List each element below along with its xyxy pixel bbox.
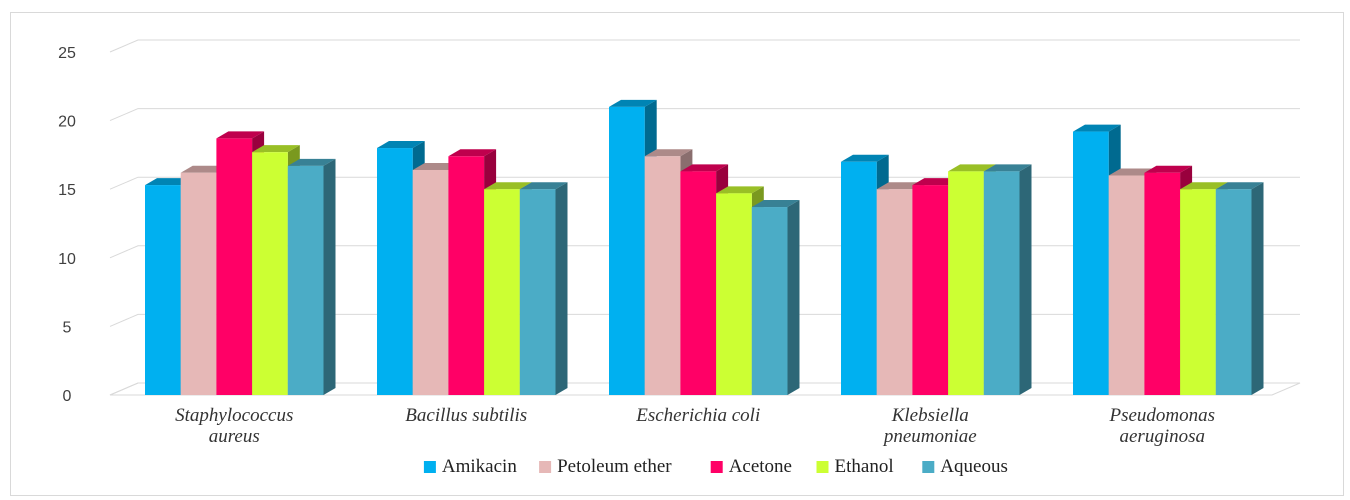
bar-top <box>983 164 1032 172</box>
bar-top <box>948 164 996 172</box>
bar-front <box>1108 175 1145 395</box>
legend-label: Ethanol <box>835 456 894 477</box>
bar-front <box>287 165 324 395</box>
bars <box>145 99 1264 396</box>
bar-front <box>484 189 520 395</box>
legend-item: Aqueous <box>922 456 1008 477</box>
legend-item: Ethanol <box>816 456 894 477</box>
legend-swatch <box>922 461 935 473</box>
bar-top <box>751 200 800 208</box>
bar-top <box>716 186 764 194</box>
bar-top <box>1215 182 1264 190</box>
category-label: Pseudomonas <box>1108 405 1215 426</box>
legend-label: Aqueous <box>940 456 1008 477</box>
category-label: Klebsiella <box>891 405 969 426</box>
bar <box>680 164 729 395</box>
bar-top <box>1180 182 1228 190</box>
bar-front <box>912 185 949 395</box>
gridline <box>109 39 1300 53</box>
bar-front <box>841 161 877 395</box>
bar-front <box>1073 131 1109 396</box>
bar-side <box>787 200 800 395</box>
legend-label: Amikacin <box>442 456 517 477</box>
category-label: Escherichia coli <box>635 405 760 426</box>
y-tick-label: 0 <box>63 388 72 405</box>
bar-side <box>1251 182 1264 395</box>
category-label: aeruginosa <box>1120 426 1206 447</box>
bar-top <box>609 99 657 107</box>
legend-label: Acetone <box>729 456 792 477</box>
bar-front <box>180 172 217 395</box>
bar-front <box>876 189 913 395</box>
bar-front <box>680 171 717 395</box>
bar-front <box>948 171 984 395</box>
bar-front <box>377 148 413 395</box>
bar-front <box>716 193 752 395</box>
bar-top <box>1073 124 1121 132</box>
bar <box>287 158 336 395</box>
bar <box>983 164 1032 395</box>
legend: Amikacin Petoleum ether Acetone Ethanol Aque… <box>423 456 1008 477</box>
bar-top <box>252 145 300 153</box>
bar-top <box>377 141 425 149</box>
y-tick-label: 5 <box>63 319 72 336</box>
bar-front <box>1180 189 1216 395</box>
legend-item: Acetone <box>710 456 792 477</box>
bar-front <box>609 106 645 395</box>
bar-top <box>680 164 729 172</box>
bar-front <box>252 152 288 395</box>
bar-top <box>1144 165 1193 173</box>
bar-front <box>1215 189 1252 395</box>
bar-front <box>644 156 681 395</box>
y-tick-label: 15 <box>58 182 76 199</box>
chart-frame <box>10 12 1344 496</box>
bar-top <box>644 149 693 157</box>
bar <box>1180 182 1228 395</box>
bar-top <box>484 182 532 190</box>
bar <box>751 200 800 395</box>
legend-item: Petoleum ether <box>539 456 672 477</box>
bar-top <box>448 149 497 157</box>
bar <box>519 182 568 395</box>
legend-swatch <box>816 461 829 473</box>
y-tick-label: 10 <box>58 251 76 268</box>
gridline <box>109 176 1300 190</box>
legend-swatch <box>710 461 723 473</box>
legend-swatch <box>423 461 436 473</box>
y-axis-ticks: 0 5 10 15 20 25 <box>58 45 76 405</box>
category-label: Staphylococcus <box>175 405 293 426</box>
bar-side <box>555 182 568 395</box>
bar-top <box>287 158 336 166</box>
gridline <box>109 108 1300 122</box>
y-tick-label: 20 <box>58 114 76 131</box>
bar-front <box>145 185 181 395</box>
bar-side <box>1019 164 1032 395</box>
category-label: pneumoniae <box>882 426 977 447</box>
category-label: Bacillus subtilis <box>405 405 527 426</box>
y-tick-label: 25 <box>58 45 76 62</box>
bar-front <box>983 171 1020 395</box>
bar-front <box>216 138 253 395</box>
bar-front <box>751 207 788 395</box>
bar-side <box>323 158 336 395</box>
legend-label: Petoleum ether <box>557 456 672 477</box>
bar-front <box>412 169 449 395</box>
bar-top <box>216 131 265 139</box>
legend-swatch <box>539 461 552 473</box>
bar-front <box>1144 172 1181 395</box>
bar-top <box>841 154 889 162</box>
bar-top <box>519 182 568 190</box>
bar-front <box>448 156 485 395</box>
bar-front <box>519 189 556 395</box>
legend-item: Amikacin <box>423 456 517 477</box>
bar <box>1215 182 1264 395</box>
category-label: aureus <box>209 426 260 447</box>
